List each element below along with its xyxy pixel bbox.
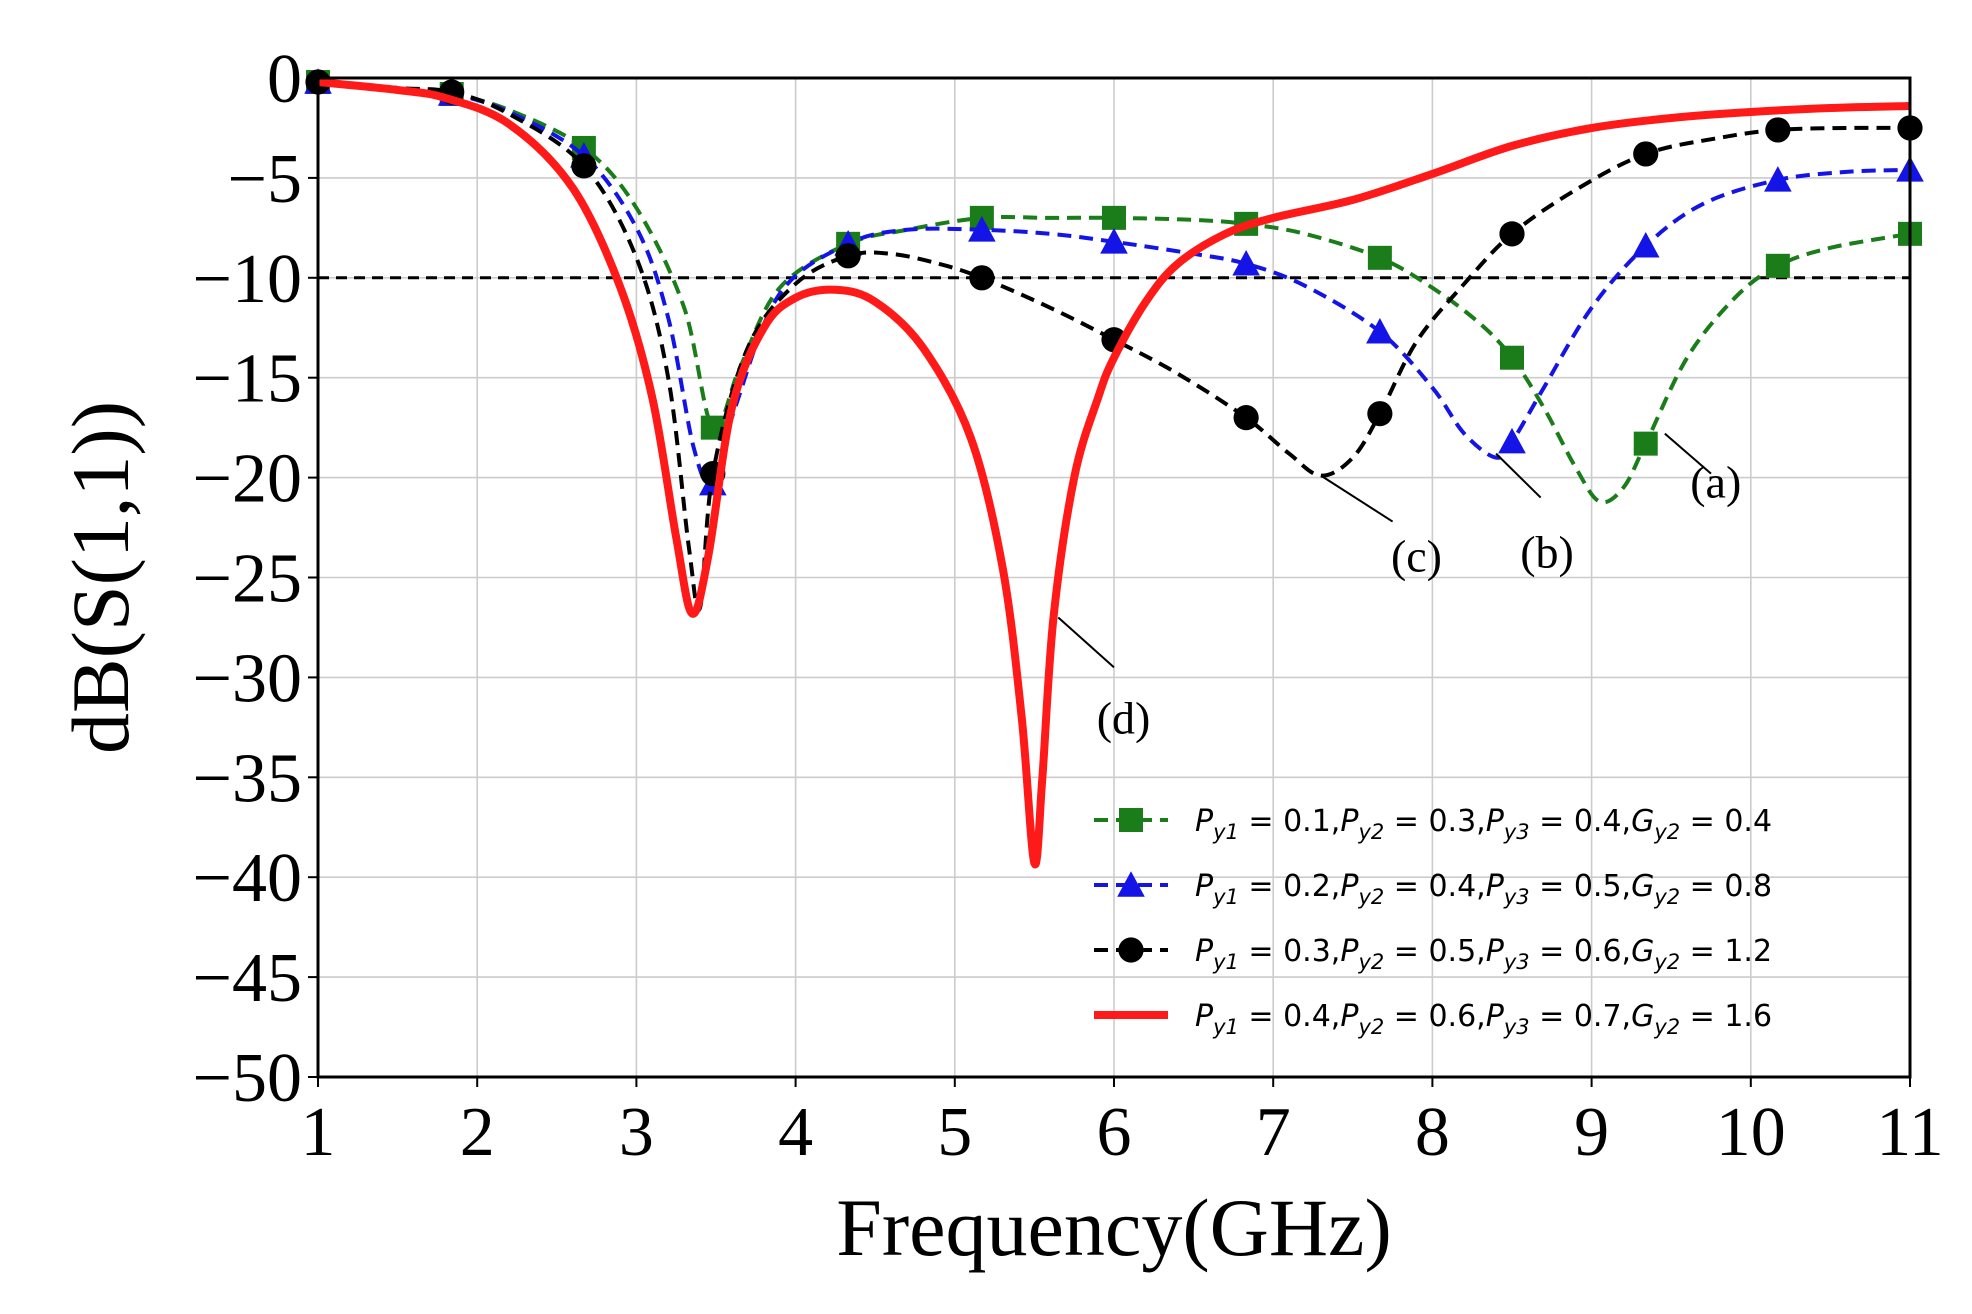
annotation-leader-line — [1057, 616, 1115, 669]
legend-marker — [1119, 808, 1143, 832]
annotation-label: (a) — [1690, 457, 1741, 508]
data-point-marker — [1765, 117, 1791, 143]
x-axis-title: Frequency(GHz) — [836, 1182, 1392, 1273]
data-point-marker — [1232, 250, 1260, 276]
data-point-marker — [1498, 427, 1526, 454]
y-tick-label: −30 — [193, 640, 302, 717]
data-point-marker — [968, 216, 996, 242]
x-tick-label: 8 — [1415, 1094, 1450, 1171]
data-point-marker — [969, 265, 995, 291]
y-tick-label: 0 — [267, 41, 302, 118]
x-tick-label: 7 — [1256, 1094, 1291, 1171]
annotation-leader-line — [1320, 474, 1394, 523]
legend: Py1 = 0.1,Py2 = 0.3,Py3 = 0.4,Gy2 = 0.4 P… — [1094, 804, 1772, 1039]
y-tick-label: −20 — [193, 441, 302, 518]
y-tick-label: −35 — [193, 740, 302, 817]
data-point-marker — [1102, 205, 1126, 230]
legend-label: Py1 = 0.3,Py2 = 0.5,Py3 = 0.6,Gy2 = 1.2 — [1195, 934, 1772, 974]
y-tick-label: −40 — [193, 840, 302, 917]
legend-label: Py1 = 0.4,Py2 = 0.6,Py3 = 0.7,Gy2 = 1.6 — [1195, 999, 1772, 1039]
annotation-label: (c) — [1391, 531, 1442, 582]
y-tick-label: −50 — [193, 1040, 302, 1117]
x-tick-label: 5 — [937, 1094, 972, 1171]
data-point-marker — [1765, 253, 1790, 278]
y-tick-label: −5 — [228, 141, 302, 218]
data-point-marker — [1367, 245, 1392, 270]
x-axis-ticks: 1 2 3 4 5 6 7 8 9 10 11 — [301, 1077, 1944, 1171]
y-tick-label: −10 — [193, 241, 302, 318]
x-tick-label: 1 — [301, 1094, 336, 1171]
x-tick-label: 11 — [1876, 1094, 1943, 1171]
data-point-marker — [835, 243, 861, 269]
y-tick-label: −15 — [193, 341, 302, 418]
data-point-marker — [1633, 431, 1658, 456]
series-line — [318, 78, 1910, 869]
annotation-label: (d) — [1097, 692, 1151, 743]
series-line — [318, 80, 1910, 505]
legend-item: Py1 = 0.3,Py2 = 0.5,Py3 = 0.6,Gy2 = 1.2 — [1094, 934, 1772, 974]
data-point-marker — [1367, 401, 1393, 427]
series-d — [318, 78, 1910, 869]
legend-item: Py1 = 0.1,Py2 = 0.3,Py3 = 0.4,Gy2 = 0.4 — [1094, 804, 1772, 844]
data-point-marker — [1366, 317, 1394, 344]
x-tick-label: 3 — [619, 1094, 654, 1171]
data-point-marker — [1499, 221, 1525, 247]
x-tick-label: 6 — [1097, 1094, 1132, 1171]
y-tick-label: −45 — [193, 940, 302, 1017]
curve-annotations: (a) (b) (c) (d) — [1057, 432, 1741, 743]
data-point-marker — [1500, 345, 1524, 370]
x-tick-label: 10 — [1716, 1094, 1786, 1171]
legend-marker — [1118, 937, 1144, 963]
legend-item: Py1 = 0.2,Py2 = 0.4,Py3 = 0.5,Gy2 = 0.8 — [1094, 869, 1772, 909]
data-point-marker — [1633, 141, 1659, 167]
annotation-label: (b) — [1520, 527, 1574, 578]
legend-item: Py1 = 0.4,Py2 = 0.6,Py3 = 0.7,Gy2 = 1.6 — [1094, 999, 1772, 1039]
x-tick-label: 4 — [778, 1094, 813, 1171]
series-c — [305, 69, 1923, 612]
data-point-marker — [1631, 232, 1660, 258]
legend-label: Py1 = 0.2,Py2 = 0.4,Py3 = 0.5,Gy2 = 0.8 — [1195, 869, 1772, 909]
legend-marker — [1117, 871, 1145, 897]
y-tick-label: −25 — [193, 541, 302, 618]
legend-label: Py1 = 0.1,Py2 = 0.3,Py3 = 0.4,Gy2 = 0.4 — [1195, 804, 1772, 844]
x-tick-label: 2 — [460, 1094, 495, 1171]
annotation-leader-line — [1495, 452, 1542, 499]
data-point-marker — [571, 153, 597, 179]
data-point-marker — [1233, 405, 1259, 431]
data-point-marker — [1764, 166, 1792, 192]
x-tick-label: 9 — [1574, 1094, 1609, 1171]
series-line — [318, 80, 1910, 488]
y-axis-ticks: 0 −5 −10 −15 −20 −25 −30 −35 −40 −45 −50 — [193, 41, 318, 1117]
data-point-marker — [1100, 228, 1128, 254]
annotation-leader-line — [1664, 432, 1712, 475]
y-axis-title: dB(S(1,1)) — [55, 401, 146, 754]
